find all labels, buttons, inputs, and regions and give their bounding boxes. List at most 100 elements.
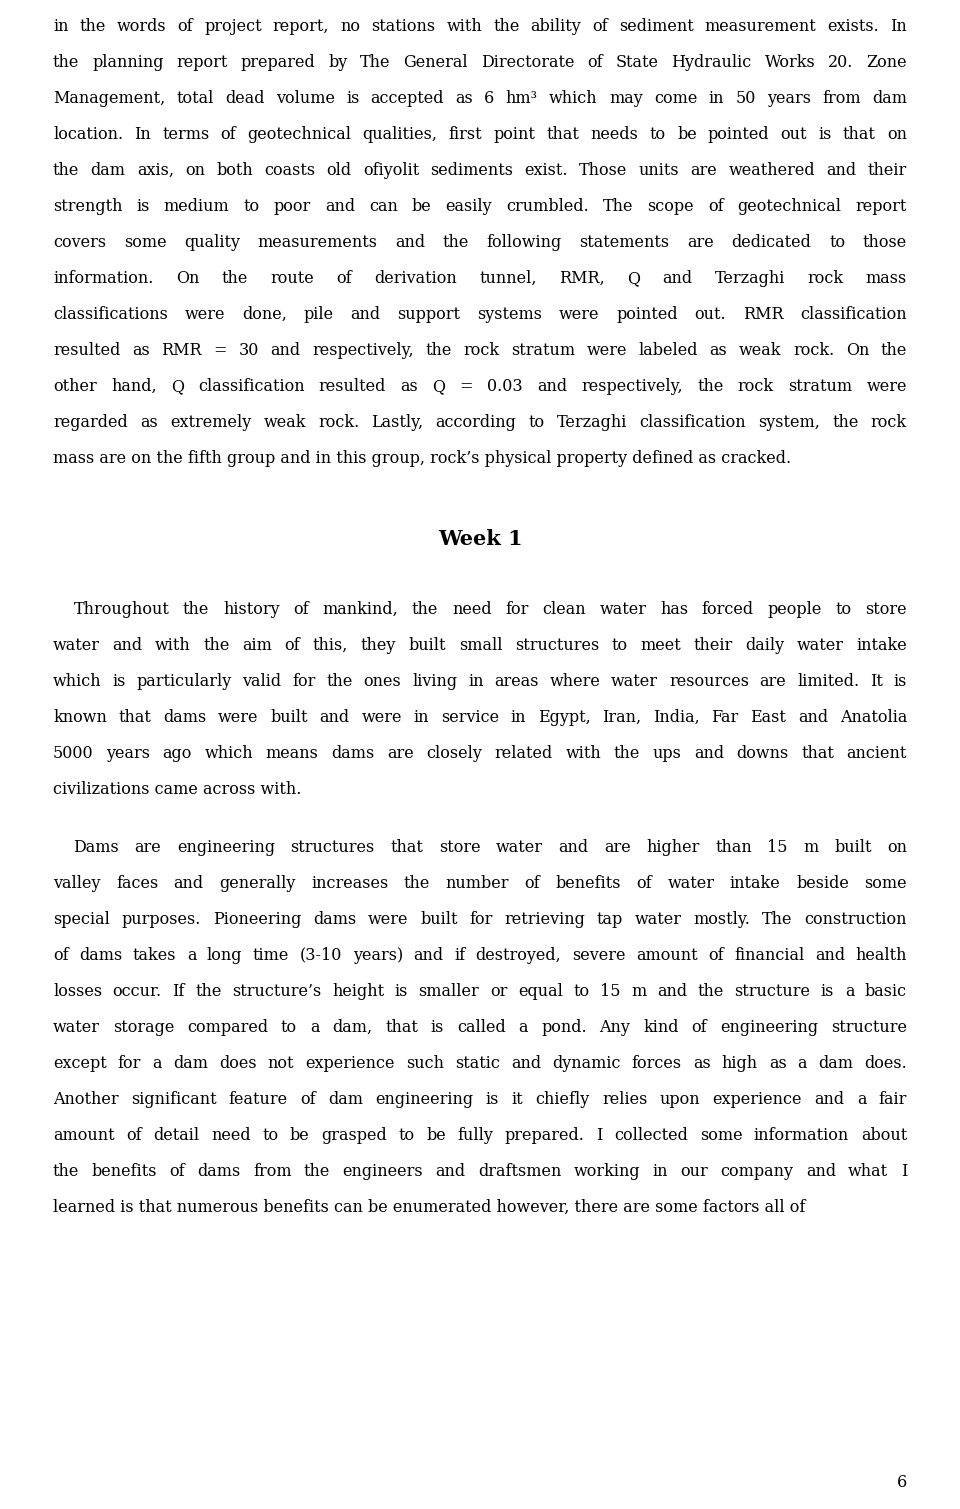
Text: were: were (559, 306, 599, 323)
Text: tap: tap (597, 911, 623, 928)
Text: a: a (153, 1055, 162, 1071)
Text: the: the (493, 18, 519, 35)
Text: of: of (285, 637, 300, 655)
Text: (3-10: (3-10 (300, 946, 342, 964)
Text: are: are (604, 839, 631, 856)
Text: of: of (592, 18, 608, 35)
Text: mass are on the fifth group and in this group, rock’s physical property defined : mass are on the fifth group and in this … (53, 450, 791, 466)
Text: and: and (320, 709, 349, 726)
Text: beside: beside (796, 875, 849, 892)
Text: words: words (117, 18, 166, 35)
Text: units: units (638, 161, 680, 180)
Text: Far: Far (711, 709, 738, 726)
Text: engineers: engineers (343, 1163, 423, 1180)
Text: has: has (660, 601, 688, 619)
Text: m: m (804, 839, 819, 856)
Text: ones: ones (364, 673, 401, 690)
Text: intake: intake (730, 875, 780, 892)
Text: of: of (300, 1091, 316, 1108)
Text: On: On (176, 270, 199, 287)
Text: fair: fair (878, 1091, 907, 1108)
Text: and: and (814, 1091, 845, 1108)
Text: engineering: engineering (177, 839, 276, 856)
Text: needs: needs (590, 125, 638, 143)
Text: increases: increases (311, 875, 388, 892)
Text: fully: fully (458, 1127, 493, 1144)
Text: those: those (863, 234, 907, 250)
Text: as: as (140, 413, 157, 432)
Text: in: in (414, 709, 429, 726)
Text: RMR: RMR (161, 343, 202, 359)
Text: Zone: Zone (866, 54, 907, 71)
Text: were: were (587, 343, 627, 359)
Text: particularly: particularly (136, 673, 231, 690)
Text: sediment: sediment (619, 18, 694, 35)
Text: exist.: exist. (524, 161, 568, 180)
Text: generally: generally (219, 875, 296, 892)
Text: of: of (524, 875, 540, 892)
Text: Pioneering: Pioneering (213, 911, 301, 928)
Text: financial: financial (734, 946, 804, 964)
Text: of: of (221, 125, 236, 143)
Text: does.: does. (864, 1055, 907, 1071)
Text: which: which (53, 673, 102, 690)
Text: years: years (767, 91, 811, 107)
Text: and: and (815, 946, 845, 964)
Text: and: and (694, 745, 724, 762)
Text: point: point (493, 125, 536, 143)
Text: water: water (53, 1019, 100, 1035)
Text: dead: dead (225, 91, 265, 107)
Text: prepared: prepared (241, 54, 316, 71)
Text: I: I (596, 1127, 603, 1144)
Text: extremely: extremely (170, 413, 252, 432)
Text: resources: resources (669, 673, 749, 690)
Text: related: related (494, 745, 553, 762)
Text: dams: dams (198, 1163, 241, 1180)
Text: both: both (216, 161, 252, 180)
Text: Lastly,: Lastly, (372, 413, 423, 432)
Text: it: it (512, 1091, 523, 1108)
Text: water: water (635, 911, 682, 928)
Text: daily: daily (745, 637, 784, 655)
Text: water: water (797, 637, 844, 655)
Text: classification: classification (198, 377, 304, 395)
Text: what: what (849, 1163, 888, 1180)
Text: occur.: occur. (112, 982, 162, 1000)
Text: Q: Q (627, 270, 640, 287)
Text: 50: 50 (735, 91, 756, 107)
Text: some: some (700, 1127, 742, 1144)
Text: can: can (369, 198, 397, 214)
Text: no: no (340, 18, 360, 35)
Text: were: were (184, 306, 226, 323)
Text: not: not (268, 1055, 294, 1071)
Text: from: from (253, 1163, 292, 1180)
Text: other: other (53, 377, 97, 395)
Text: 20.: 20. (828, 54, 853, 71)
Text: water: water (599, 601, 646, 619)
Text: hm³: hm³ (506, 91, 538, 107)
Text: intake: intake (856, 637, 907, 655)
Text: amount: amount (53, 1127, 114, 1144)
Text: learned is that numerous benefits can be enumerated however, there are some fact: learned is that numerous benefits can be… (53, 1198, 805, 1216)
Text: need: need (211, 1127, 251, 1144)
Text: ups: ups (653, 745, 682, 762)
Text: the: the (425, 343, 451, 359)
Text: store: store (865, 601, 907, 619)
Text: and: and (324, 198, 355, 214)
Text: to: to (529, 413, 544, 432)
Text: number: number (445, 875, 509, 892)
Text: systems: systems (477, 306, 542, 323)
Text: are: are (387, 745, 414, 762)
Text: structure: structure (734, 982, 810, 1000)
Text: and: and (827, 161, 856, 180)
Text: construction: construction (804, 911, 907, 928)
Text: rock: rock (463, 343, 499, 359)
Text: weak: weak (263, 413, 305, 432)
Text: which: which (204, 745, 253, 762)
Text: than: than (715, 839, 752, 856)
Text: is: is (819, 125, 831, 143)
Text: the: the (222, 270, 248, 287)
Text: of: of (708, 198, 724, 214)
Text: dams: dams (313, 911, 356, 928)
Text: respectively,: respectively, (582, 377, 684, 395)
